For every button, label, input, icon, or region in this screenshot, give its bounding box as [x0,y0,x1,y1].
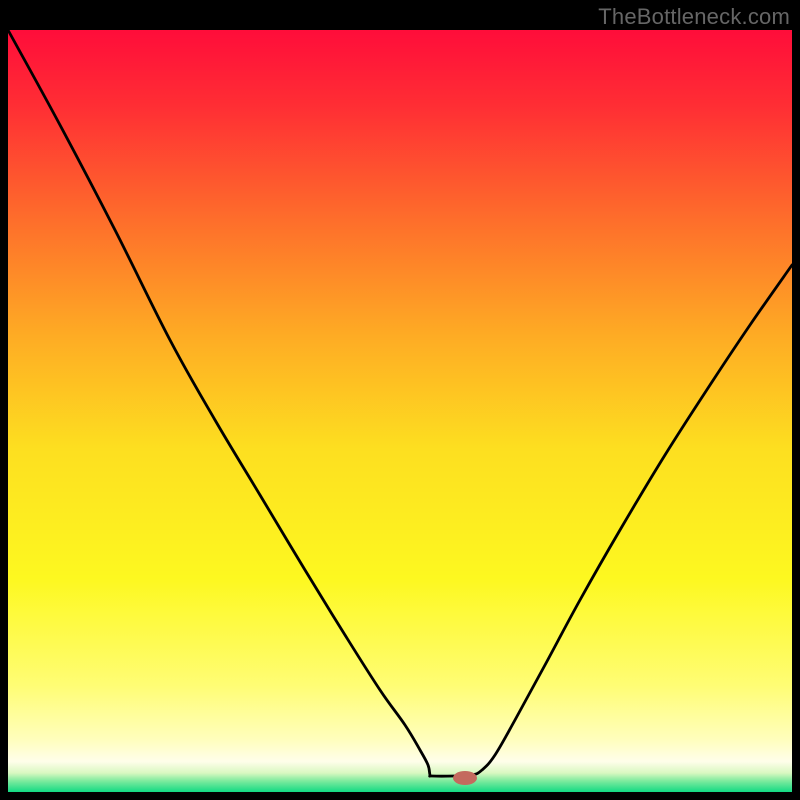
watermark-label: TheBottleneck.com [598,4,790,30]
bottleneck-chart [0,0,800,800]
minimum-marker [453,771,477,785]
chart-container: TheBottleneck.com [0,0,800,800]
chart-plot-area [8,30,792,792]
